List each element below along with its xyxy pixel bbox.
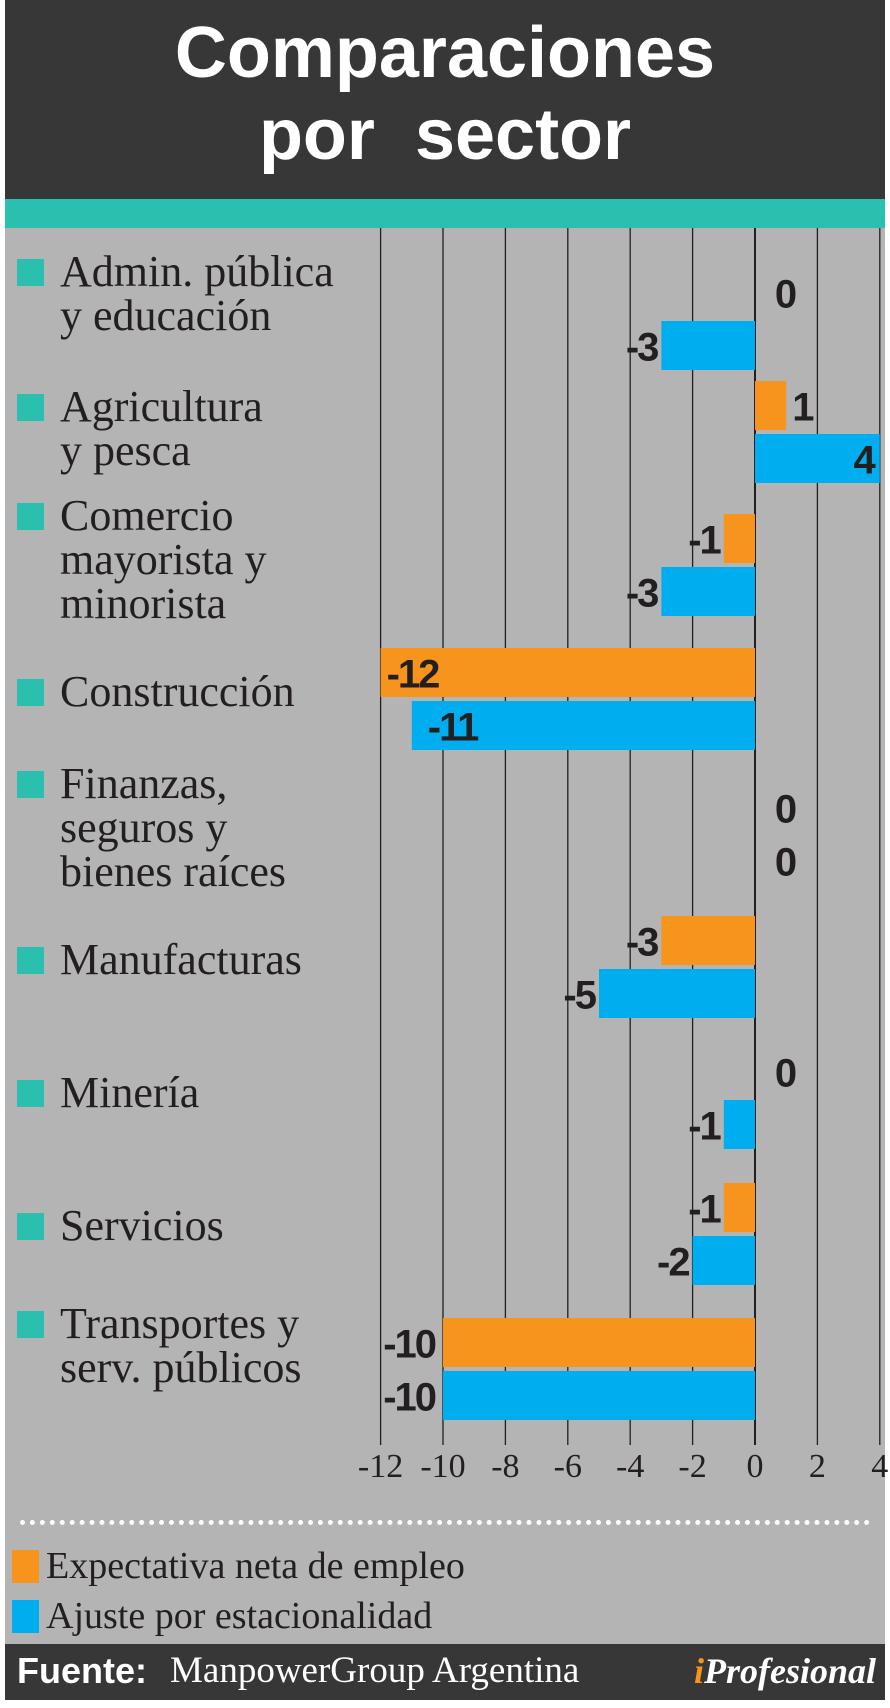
bar-ajuste (411, 701, 755, 750)
source-label: Fuente: (17, 1650, 147, 1691)
category-marker (17, 1080, 44, 1107)
bar-expectativa (755, 381, 787, 430)
category-label: Admin. pública (60, 247, 334, 296)
value-label: 1 (792, 386, 814, 430)
category-label: y educación (60, 291, 272, 340)
bar-expectativa (443, 1318, 755, 1367)
bar-ajuste (443, 1371, 755, 1420)
category-marker (17, 771, 44, 798)
bar-expectativa (723, 514, 755, 563)
brand-logo-i: i (693, 1651, 704, 1691)
category-label: Finanzas, (60, 759, 228, 808)
x-tick-label: -10 (420, 1448, 465, 1485)
value-label: -3 (626, 572, 658, 616)
bar-ajuste (661, 567, 755, 616)
bar-ajuste (755, 434, 880, 483)
value-label: -11 (428, 706, 479, 750)
bar-expectativa (661, 916, 755, 965)
brand-logo-text: Profesional (703, 1651, 876, 1691)
x-tick-label: -8 (491, 1448, 519, 1485)
bar-ajuste (599, 969, 755, 1018)
value-label: 0 (775, 1052, 796, 1096)
value-label: -3 (626, 921, 658, 965)
chart-title-line1: Comparaciones (174, 13, 716, 93)
category-label: Construcción (60, 667, 295, 716)
category-marker (17, 679, 44, 706)
source-value: ManpowerGroup Argentina (170, 1650, 580, 1691)
category-label: Transportes y (60, 1299, 300, 1348)
legend-label-expectativa: Expectativa neta de empleo (46, 1545, 465, 1587)
category-marker (17, 947, 44, 974)
category-label: Agricultura (60, 382, 263, 431)
x-tick-label: -4 (616, 1448, 644, 1485)
value-label: -3 (626, 326, 658, 370)
legend-swatch-ajuste (12, 1600, 39, 1633)
chart-title-line2: por sector (258, 95, 632, 175)
x-tick-label: -12 (358, 1448, 403, 1485)
legend-label-ajuste: Ajuste por estacionalidad (46, 1595, 433, 1637)
value-label: -10 (383, 1376, 436, 1420)
category-label: seguros y (60, 803, 228, 852)
brand-logo: iProfesional (694, 1646, 876, 1696)
accent-stripe (5, 199, 885, 228)
category-label: Servicios (60, 1201, 224, 1250)
x-tick-label: -2 (678, 1448, 706, 1485)
value-label: -5 (563, 974, 596, 1018)
legend-swatch-expectativa (12, 1550, 39, 1583)
category-marker (17, 503, 44, 530)
category-label: mayorista y (60, 535, 267, 584)
category-label: serv. públicos (60, 1343, 302, 1392)
category-label: Manufacturas (60, 935, 302, 984)
footer-bar (5, 1644, 885, 1700)
category-marker (17, 394, 44, 421)
x-tick-label: 2 (809, 1448, 826, 1485)
x-tick-label: 0 (747, 1448, 764, 1485)
bar-ajuste (692, 1236, 755, 1285)
category-marker (17, 259, 44, 286)
x-tick-label: 4 (871, 1448, 888, 1485)
value-label: 0 (775, 788, 796, 832)
bar-ajuste (723, 1100, 755, 1149)
value-label: -1 (688, 519, 721, 563)
category-label: y pesca (60, 426, 191, 475)
bar-expectativa (723, 1183, 755, 1232)
title-bar: Comparaciones por sector (5, 0, 885, 199)
bar-expectativa (380, 648, 755, 697)
category-label: bienes raíces (60, 847, 286, 896)
category-label: Comercio (60, 491, 234, 540)
value-label: 0 (775, 273, 796, 317)
value-label: -2 (657, 1241, 689, 1285)
value-label: 4 (854, 439, 877, 483)
category-marker (17, 1213, 44, 1240)
x-tick-label: -6 (554, 1448, 582, 1485)
value-label: -12 (387, 653, 440, 697)
category-label: minorista (60, 579, 227, 628)
divider-dotted (20, 1520, 870, 1525)
value-label: -1 (688, 1188, 721, 1232)
value-label: -10 (383, 1323, 436, 1367)
category-marker (17, 1311, 44, 1338)
category-label: Minería (60, 1068, 200, 1117)
value-label: 0 (775, 841, 796, 885)
value-label: -1 (688, 1105, 721, 1149)
bar-ajuste (661, 321, 755, 370)
